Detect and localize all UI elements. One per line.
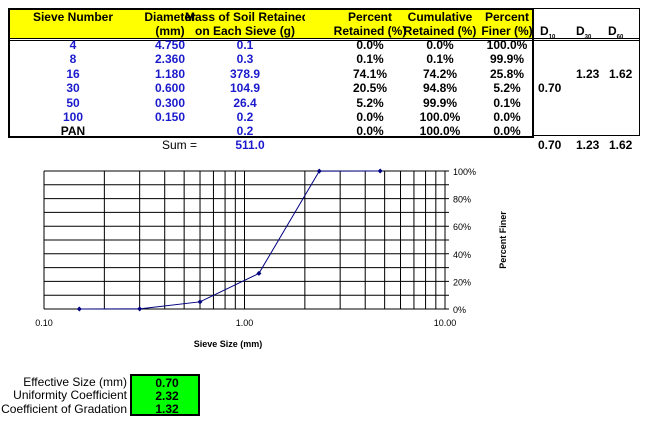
d30-header: D30 <box>576 24 592 41</box>
y-axis-label: Percent Finer <box>498 211 508 269</box>
d10-header: D10 <box>540 24 556 41</box>
d60-total: 1.62 <box>609 138 633 152</box>
cell-cumulative-retained: 94.8% <box>422 81 458 96</box>
cell-diameter: 0.600 <box>154 81 186 96</box>
results-box: 0.70 2.32 1.32 <box>130 374 200 416</box>
cell-mass-retained: 104.9 <box>229 81 261 96</box>
header-cumulative-retained: Cumulative <box>407 10 473 24</box>
d10-value: 0.70 <box>538 81 562 95</box>
cell-cumulative-retained: 100.0% <box>419 124 461 139</box>
d30-total: 1.23 <box>576 138 600 152</box>
header-percent-retained: Percent <box>347 10 393 24</box>
cell-sieve-number: PAN <box>60 124 86 139</box>
d-header-divider <box>532 38 640 41</box>
cell-mass-retained: 0.2 <box>236 124 254 139</box>
cell-mass-retained: 0.3 <box>236 52 254 67</box>
cell-percent-finer: 0.1% <box>493 95 521 110</box>
cell-sieve-number: 4 <box>69 38 77 52</box>
series-line <box>79 170 381 310</box>
data-point <box>256 270 262 276</box>
cell-diameter: 1.180 <box>154 66 186 81</box>
header-mass-retained: Mass of Soil Retained <box>185 10 305 24</box>
x-axis-label: Sieve Size (mm) <box>194 339 263 349</box>
effective-size-label: Effective Size (mm) <box>23 375 127 389</box>
cell-diameter: 0.150 <box>154 110 186 124</box>
effective-size-value: 0.70 <box>155 376 179 390</box>
cell-percent-finer: 25.8% <box>489 66 525 81</box>
uniformity-coefficient-label: Uniformity Coefficient <box>13 388 127 402</box>
cell-percent-retained: 0.0% <box>356 38 384 52</box>
cell-percent-finer: 99.9% <box>489 52 525 67</box>
d30-value: 1.23 <box>576 67 600 81</box>
header-diameter: Diameter <box>144 10 196 24</box>
cell-percent-retained: 74.1% <box>352 66 388 81</box>
cell-percent-finer: 5.2% <box>493 81 521 96</box>
cell-percent-retained: 0.0% <box>356 124 384 139</box>
gradation-chart: 0% 20% 40% 60% 80% 100% 0.10 1.00 10.00 Sieve Siz… <box>35 167 508 349</box>
header-percent-finer: Percent <box>484 10 530 24</box>
cell-sieve-number: 16 <box>66 66 80 81</box>
sum-label: Sum = <box>162 138 198 152</box>
data-point <box>316 168 322 174</box>
sum-value: 511.0 <box>235 138 265 152</box>
header-percent-finer: Finer (%) <box>481 24 533 38</box>
table-header <box>10 10 532 38</box>
y-tick-label: 60% <box>453 222 471 232</box>
cell-sieve-number: 50 <box>66 95 80 110</box>
cell-percent-finer: 0.0% <box>493 110 521 124</box>
d10-total: 0.70 <box>538 138 562 152</box>
cell-percent-retained: 0.1% <box>356 52 384 67</box>
cell-sieve-number: 8 <box>69 52 77 67</box>
d60-header: D60 <box>608 24 624 41</box>
cell-diameter: 2.360 <box>154 52 186 67</box>
uniformity-coefficient-value: 2.32 <box>155 389 179 403</box>
header-cumulative-retained: Retained (%) <box>403 24 477 38</box>
cell-percent-retained: 0.0% <box>356 110 384 124</box>
y-tick-label: 40% <box>453 250 471 260</box>
cell-percent-finer: 0.0% <box>493 124 521 139</box>
y-tick-label: 80% <box>453 195 471 205</box>
cell-percent-finer: 100.0% <box>486 38 528 52</box>
header-diameter: (mm) <box>155 24 185 38</box>
cell-mass-retained: 0.1 <box>236 38 254 52</box>
data-point <box>76 306 82 312</box>
x-tick-label: 1.00 <box>236 318 254 328</box>
header-mass-retained: on Each Sieve (g) <box>194 24 296 38</box>
cell-diameter: 4.750 <box>154 38 186 52</box>
data-point <box>197 299 203 305</box>
cell-cumulative-retained: 100.0% <box>419 110 461 124</box>
cell-cumulative-retained: 0.0% <box>426 38 454 52</box>
y-tick-label: 0% <box>453 305 466 315</box>
data-point <box>377 168 383 174</box>
d-values-box <box>532 8 640 136</box>
cell-cumulative-retained: 0.1% <box>426 52 454 67</box>
coefficient-of-gradation-label: Coefficient of Gradation <box>1 402 127 416</box>
cell-sieve-number: 30 <box>66 81 80 96</box>
cell-mass-retained: 0.2 <box>236 110 254 124</box>
header-divider <box>10 38 532 41</box>
cell-percent-retained: 5.2% <box>356 95 384 110</box>
cell-cumulative-retained: 74.2% <box>422 66 458 81</box>
x-tick-label: 0.10 <box>35 318 53 328</box>
cell-cumulative-retained: 99.9% <box>422 95 458 110</box>
header-percent-retained: Retained (%) <box>333 24 407 38</box>
cell-percent-retained: 20.5% <box>352 81 388 96</box>
sieve-table <box>8 8 534 138</box>
y-tick-label: 20% <box>453 277 471 287</box>
cell-diameter: 0.300 <box>154 95 186 110</box>
cell-sieve-number: 100 <box>62 110 84 124</box>
x-tick-label: 10.00 <box>434 318 457 328</box>
header-sieve-number: Sieve Number <box>32 10 114 24</box>
coefficient-of-gradation-value: 1.32 <box>155 402 179 416</box>
data-point <box>137 306 143 312</box>
d60-value: 1.62 <box>609 67 633 81</box>
cell-mass-retained: 378.9 <box>229 66 261 81</box>
cell-mass-retained: 26.4 <box>233 95 257 110</box>
y-tick-label: 100% <box>453 167 476 177</box>
